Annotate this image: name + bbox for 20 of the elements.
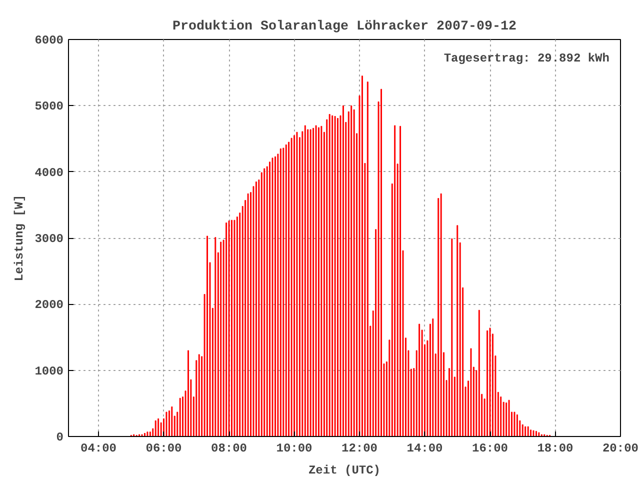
annotation: Tagesertrag: 29.892 kWh <box>444 51 610 66</box>
x-tick-label: 12:00 <box>342 442 378 456</box>
x-tick-label: 06:00 <box>146 442 182 456</box>
y-tick-label: 5000 <box>34 100 64 114</box>
y-tick-label: 0 <box>56 430 64 444</box>
x-tick-label: 14:00 <box>406 442 443 456</box>
x-tick-label: 18:00 <box>537 442 574 456</box>
x-tick-label: 04:00 <box>80 442 117 456</box>
y-tick-label: 1000 <box>34 364 64 378</box>
y-tick-label: 4000 <box>34 166 64 180</box>
x-tick-label: 08:00 <box>211 442 248 456</box>
y-tick-label: 6000 <box>34 34 64 48</box>
y-tick-label: 3000 <box>34 232 64 246</box>
y-tick-label: 2000 <box>34 298 64 312</box>
x-axis-title: Zeit (UTC) <box>308 464 381 478</box>
x-tick-label: 10:00 <box>276 442 312 456</box>
y-axis-title: Leistung [W] <box>12 194 27 282</box>
chart-title: Produktion Solaranlage Löhracker 2007-09-12 <box>172 20 516 34</box>
x-tick-label: 20:00 <box>602 442 639 456</box>
x-tick-label: 16:00 <box>472 442 508 456</box>
